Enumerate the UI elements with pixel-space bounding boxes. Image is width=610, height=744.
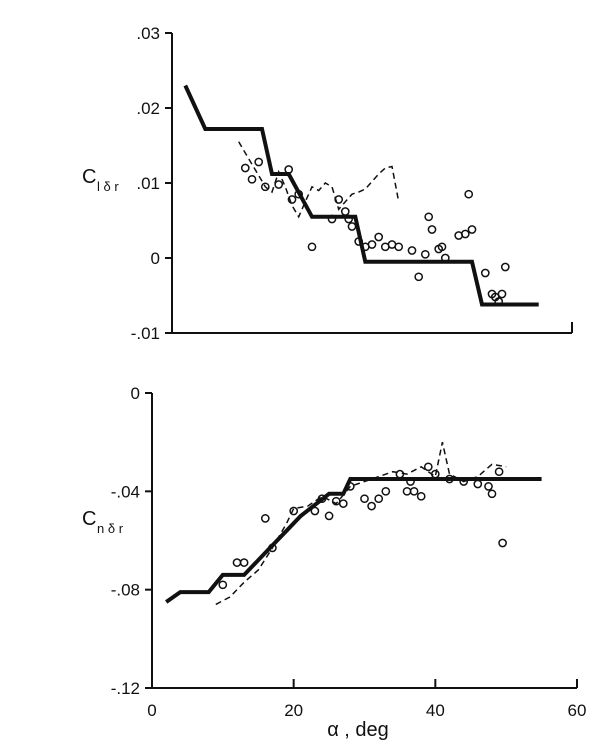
data-point-circle xyxy=(500,262,510,272)
dashed-series-line xyxy=(238,141,400,219)
data-point-circle xyxy=(360,494,369,504)
data-point-circle xyxy=(484,482,493,491)
y-ticks: 0 -.04 -.08 -.12 xyxy=(111,384,152,698)
data-point-circle xyxy=(420,249,430,259)
data-point-circle xyxy=(494,297,504,306)
data-point-circle xyxy=(407,246,417,255)
data-point-circle xyxy=(374,494,384,504)
y-axis-title-subscript: n δ r xyxy=(97,521,124,536)
x-tick-label: 60 xyxy=(568,701,587,720)
solid-series-line xyxy=(183,84,539,307)
y-tick-label: -.08 xyxy=(111,581,140,600)
data-point-circle xyxy=(260,182,270,192)
data-point-circle xyxy=(498,538,507,548)
data-point-circle xyxy=(327,214,337,224)
y-tick-label: 0 xyxy=(131,384,140,403)
data-point-circle xyxy=(460,229,470,239)
y-tick-label: -.04 xyxy=(111,482,140,501)
data-point-circle xyxy=(467,225,477,234)
data-point-circle xyxy=(374,232,384,242)
dashed-series-line xyxy=(215,442,507,606)
data-point-circle xyxy=(367,501,376,511)
y-tick-label: .02 xyxy=(136,99,160,118)
data-point-circle xyxy=(487,489,497,499)
y-tick-label: -.01 xyxy=(131,324,160,343)
data-point-circle xyxy=(344,214,354,224)
x-tick-label: 20 xyxy=(284,701,303,720)
data-point-circle xyxy=(307,242,317,252)
data-point-circle xyxy=(324,511,334,521)
data-point-circle xyxy=(402,486,412,496)
data-point-circle xyxy=(317,494,327,504)
data-point-circle xyxy=(294,189,304,199)
data-point-circle xyxy=(416,491,426,501)
data-point-circle xyxy=(409,486,419,496)
x-tick-label: 0 xyxy=(147,701,156,720)
data-point-circle xyxy=(445,474,454,484)
data-point-circle xyxy=(260,514,270,523)
data-point-circle xyxy=(427,225,437,234)
data-point-circle xyxy=(232,558,242,567)
data-point-circle xyxy=(254,157,264,167)
data-point-circle xyxy=(268,543,277,553)
data-point-circle xyxy=(464,189,474,199)
data-point-circle xyxy=(274,180,284,189)
data-point-circle xyxy=(334,195,344,204)
data-point-circle xyxy=(406,477,415,486)
data-point-circle xyxy=(240,163,250,173)
data-point-circle xyxy=(424,212,434,222)
data-point-circle xyxy=(423,462,433,472)
data-point-circle xyxy=(394,242,404,252)
x-axis-title: α , deg xyxy=(327,719,389,741)
data-point-circle xyxy=(367,240,377,249)
solid-series-line xyxy=(165,477,542,604)
y-axis-title: C xyxy=(82,508,96,530)
panel-roll-derivative: .03 .02 .01 0 -.01 C l δ r xyxy=(82,24,573,343)
panel-yaw-derivative: 0 -.04 -.08 -.12 0 20 40 60 C n δ r α , deg xyxy=(82,384,586,741)
y-ticks: .03 .02 .01 0 -.01 xyxy=(131,24,172,343)
data-point-circle xyxy=(287,195,297,204)
data-point-circle xyxy=(338,499,348,508)
data-point-circle xyxy=(247,174,257,184)
data-point-circle xyxy=(239,558,249,567)
data-point-circle xyxy=(284,165,294,174)
data-point-circle xyxy=(218,580,228,590)
x-tick-label: 40 xyxy=(426,701,445,720)
data-point-circle xyxy=(414,272,424,282)
data-point-circle xyxy=(354,237,364,246)
data-point-circle xyxy=(347,222,357,231)
series-group xyxy=(165,442,542,606)
y-tick-label: .01 xyxy=(136,174,160,193)
data-point-circle xyxy=(340,207,350,216)
y-tick-label: 0 xyxy=(151,249,160,268)
data-point-circle xyxy=(381,486,391,496)
data-point-circle xyxy=(473,479,483,489)
data-point-circle xyxy=(310,506,320,516)
data-point-circle xyxy=(494,467,504,477)
x-ticks: 0 20 40 60 xyxy=(147,679,586,720)
data-point-circle xyxy=(430,469,440,479)
data-point-circle xyxy=(345,482,355,491)
y-axis-title-subscript: l δ r xyxy=(97,179,119,194)
data-point-circle xyxy=(480,268,490,278)
data-point-circle xyxy=(289,506,299,516)
data-point-circle xyxy=(395,469,405,479)
series-group xyxy=(183,84,539,307)
data-point-circle xyxy=(440,253,450,263)
y-tick-label: .03 xyxy=(136,24,160,43)
data-point-circle xyxy=(497,289,507,299)
data-point-circle xyxy=(437,242,447,252)
y-axis-title: C xyxy=(82,166,96,188)
data-point-circle xyxy=(459,477,469,486)
y-tick-label: -.12 xyxy=(111,679,140,698)
